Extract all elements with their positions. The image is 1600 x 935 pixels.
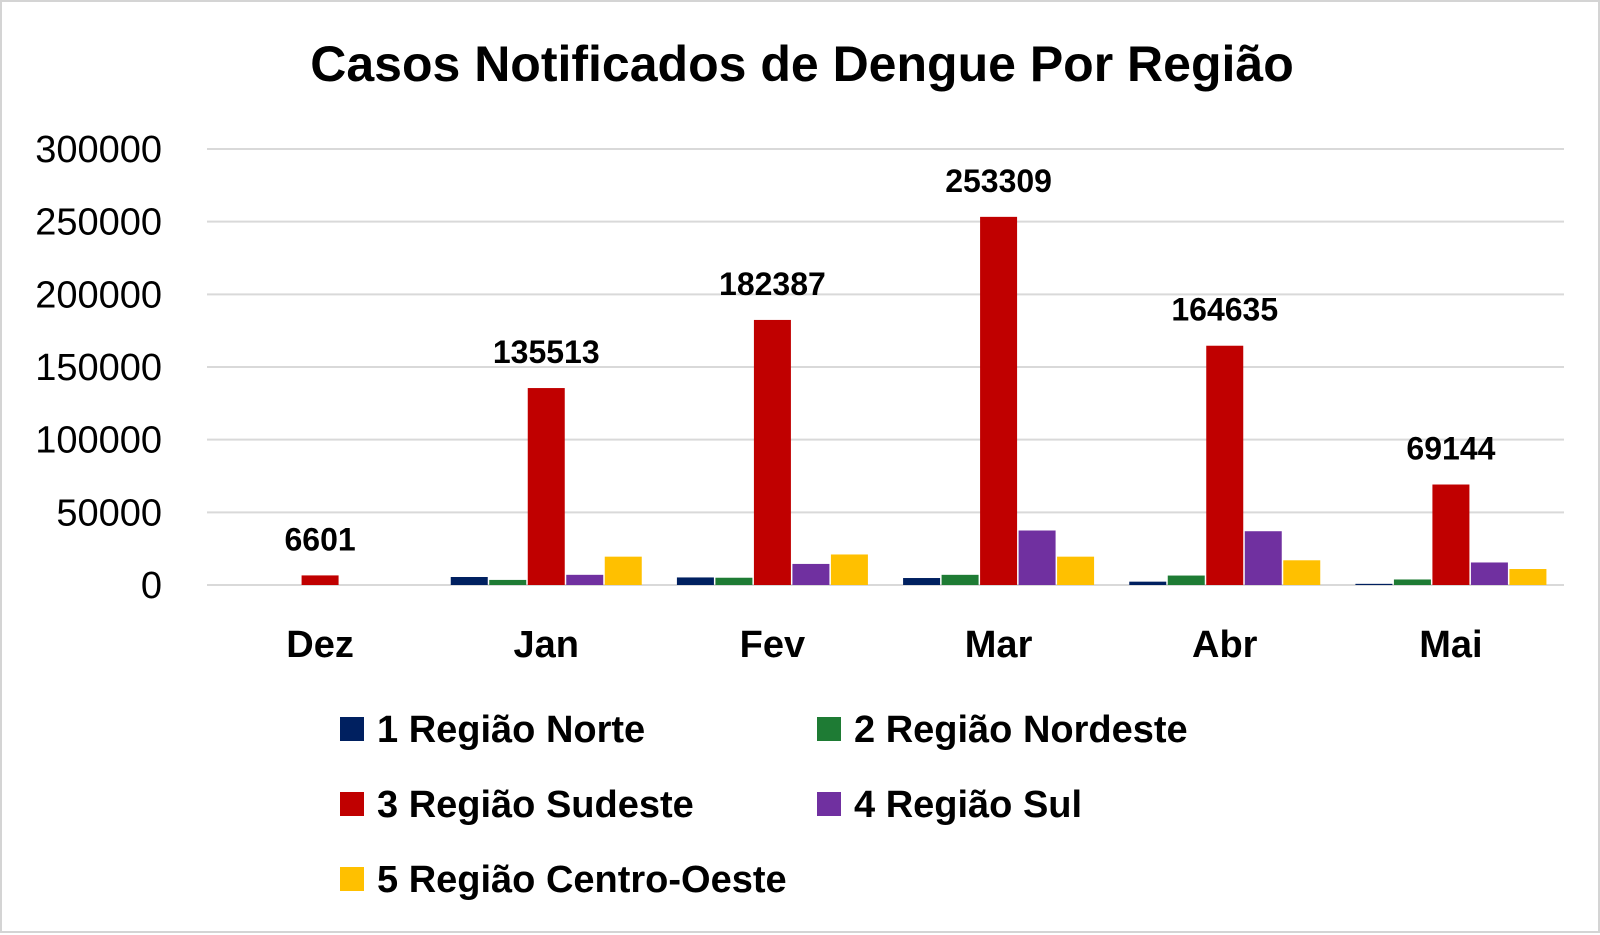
legend-label: 5 Região Centro-Oeste: [377, 859, 787, 901]
legend-swatch: [340, 867, 364, 891]
bar-mar-series-5: [1057, 556, 1095, 585]
legend-swatch: [340, 717, 364, 741]
bar-fev-series-3: [753, 319, 791, 585]
bar-jan-series-4: [566, 574, 604, 585]
bar-mai-series-4: [1470, 562, 1508, 585]
bar-dez-series-3: [301, 575, 339, 585]
bar-mar-series-4: [1018, 530, 1056, 585]
legend-label: 1 Região Norte: [377, 709, 645, 751]
y-tick-label: 150000: [35, 347, 162, 389]
y-tick-label: 200000: [35, 274, 162, 316]
x-tick-label: Dez: [286, 624, 354, 666]
bar-mai-series-1: [1355, 583, 1393, 585]
x-tick-label: Mai: [1419, 624, 1482, 666]
legend-label: 4 Região Sul: [854, 784, 1082, 826]
bar-mar-series-2: [941, 574, 979, 585]
x-tick-label: Jan: [514, 624, 579, 666]
y-axis-tick-labels: 0 50000 100000 150000 200000 250000 300000: [35, 129, 162, 607]
bar-mar-series-1: [903, 578, 941, 585]
data-label: 182387: [719, 266, 826, 302]
gridlines: [207, 148, 1564, 586]
bar-abr-series-2: [1167, 575, 1205, 585]
bar-abr-series-1: [1129, 581, 1167, 585]
bar-fev-series-5: [830, 554, 868, 585]
y-tick-label: 100000: [35, 420, 162, 462]
data-label: 69144: [1406, 431, 1495, 467]
bar-mar-series-3: [980, 216, 1018, 585]
bar-fev-series-1: [676, 577, 714, 585]
legend: 1 Região Norte 2 Região Nordeste 3 Região …: [340, 709, 1188, 901]
y-tick-label: 50000: [56, 492, 162, 534]
x-tick-label: Abr: [1192, 624, 1258, 666]
legend-swatch: [817, 717, 841, 741]
legend-swatch: [817, 792, 841, 816]
legend-label: 2 Região Nordeste: [854, 709, 1188, 751]
legend-swatch: [340, 792, 364, 816]
bar-jan-series-1: [450, 577, 488, 585]
bar-mai-series-5: [1509, 569, 1547, 585]
chart-title: Casos Notificados de Dengue Por Região: [310, 36, 1294, 92]
bar-jan-series-2: [489, 579, 527, 585]
data-label: 135513: [493, 334, 600, 370]
bar-abr-series-4: [1244, 531, 1282, 585]
bar-fev-series-4: [792, 563, 830, 585]
bar-fev-series-2: [715, 577, 753, 585]
bars: [301, 216, 1547, 585]
data-label: 253309: [945, 163, 1052, 199]
x-axis-tick-labels: Dez Jan Fev Mar Abr Mai: [286, 624, 1482, 666]
bar-abr-series-3: [1206, 345, 1244, 585]
x-tick-label: Mar: [965, 624, 1033, 666]
data-label: 164635: [1171, 292, 1278, 328]
x-tick-label: Fev: [740, 624, 805, 666]
bar-mai-series-3: [1432, 484, 1470, 585]
bar-abr-series-5: [1283, 560, 1321, 585]
data-label: 6601: [284, 521, 355, 557]
y-tick-label: 0: [141, 565, 162, 607]
y-tick-label: 250000: [35, 202, 162, 244]
bar-mai-series-2: [1393, 579, 1431, 585]
y-tick-label: 300000: [35, 129, 162, 171]
bar-jan-series-3: [527, 388, 565, 585]
data-labels: 6601 135513 182387 253309 164635 69144: [284, 163, 1495, 558]
bar-jan-series-5: [604, 556, 642, 585]
legend-label: 3 Região Sudeste: [377, 784, 694, 826]
